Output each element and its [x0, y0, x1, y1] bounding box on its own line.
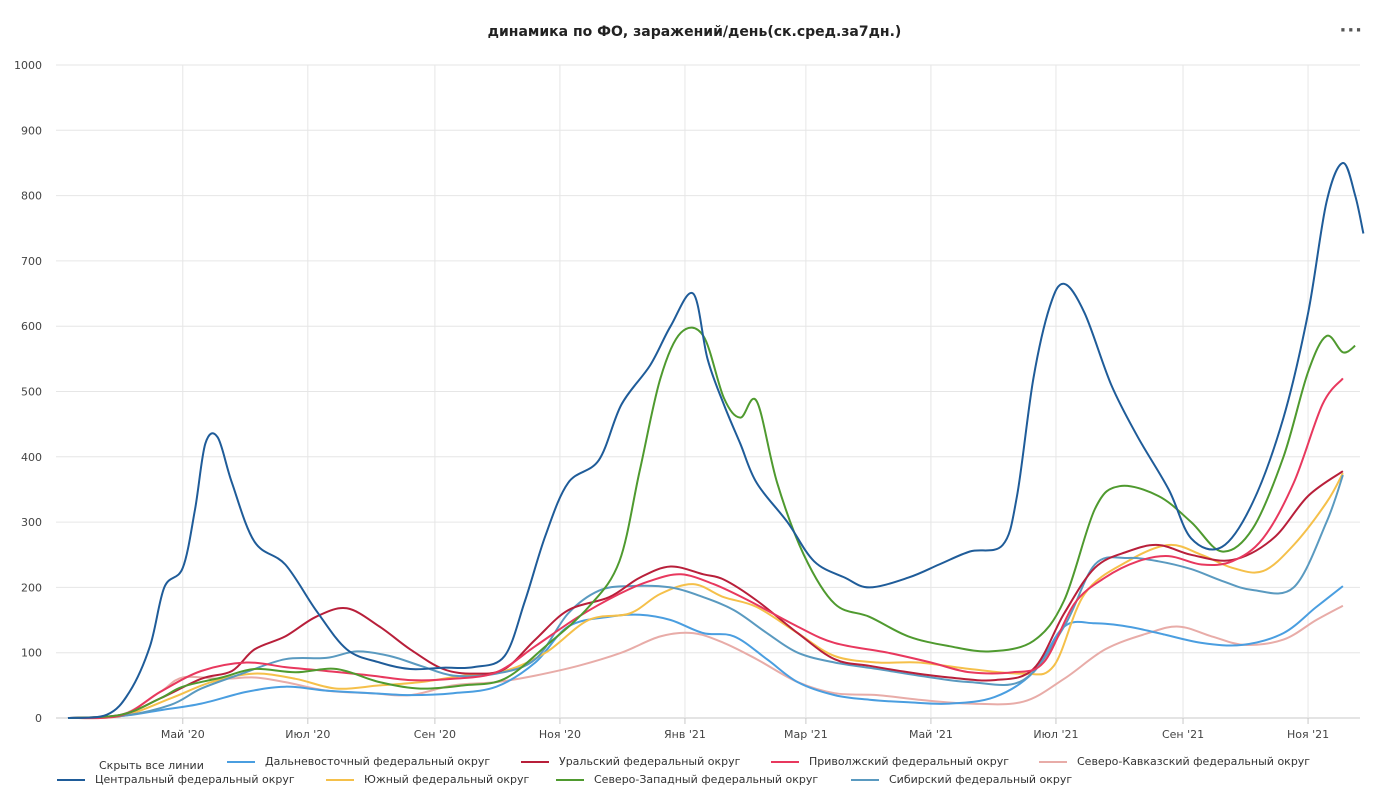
legend-item-6[interactable]: Северо-Западный федеральный округ — [556, 773, 818, 786]
legend-label: Уральский федеральный округ — [559, 755, 741, 768]
y-tick-label: 900 — [21, 124, 42, 137]
x-tick-label: Сен '20 — [414, 728, 456, 741]
legend-swatch — [326, 778, 354, 781]
series-line-4[interactable] — [67, 162, 1365, 719]
legend-swatch — [57, 778, 85, 781]
x-tick-label: Май '20 — [161, 728, 205, 741]
series-line-0[interactable] — [67, 585, 1344, 719]
x-tick-label: Июл '21 — [1033, 728, 1078, 741]
x-tick-label: Сен '21 — [1162, 728, 1204, 741]
x-tick-label: Май '21 — [909, 728, 953, 741]
legend-label: Сибирский федеральный округ — [889, 773, 1073, 786]
legend-swatch — [521, 760, 549, 763]
legend-swatch — [556, 778, 584, 781]
hide-all-lines-button[interactable]: Скрыть все линии — [99, 759, 204, 772]
legend-swatch — [1039, 760, 1067, 763]
legend-item-3[interactable]: Северо-Кавказский федеральный округ — [1039, 755, 1310, 768]
chart-title: динамика по ФО, заражений/день(ск.сред.з… — [487, 24, 902, 40]
y-tick-label: 1000 — [14, 59, 42, 72]
legend-label: Дальневосточный федеральный округ — [265, 755, 491, 768]
series-line-6[interactable] — [67, 326, 1356, 719]
y-tick-label: 500 — [21, 386, 42, 399]
series-line-7[interactable] — [67, 474, 1344, 719]
legend-swatch — [851, 778, 879, 781]
legend-label: Приволжский федеральный округ — [809, 755, 1009, 768]
legend-swatch — [771, 760, 799, 763]
series-line-5[interactable] — [67, 472, 1344, 720]
legend-label: Северо-Кавказский федеральный округ — [1077, 755, 1311, 768]
legend-item-4[interactable]: Центральный федеральный округ — [57, 773, 295, 786]
x-tick-label: Мар '21 — [784, 728, 828, 741]
chart-menu-button[interactable]: ··· — [1339, 20, 1363, 41]
legend-swatch — [227, 760, 255, 763]
y-tick-label: 400 — [21, 451, 42, 464]
legend-item-2[interactable]: Приволжский федеральный округ — [771, 755, 1009, 768]
y-tick-label: 600 — [21, 320, 42, 333]
legend-label: Центральный федеральный округ — [95, 773, 295, 786]
series-line-1[interactable] — [67, 470, 1344, 719]
x-tick-label: Июл '20 — [285, 728, 330, 741]
y-tick-label: 0 — [35, 712, 42, 725]
legend-label: Южный федеральный округ — [364, 773, 530, 786]
y-tick-label: 200 — [21, 581, 42, 594]
legend-item-0[interactable]: Дальневосточный федеральный округ — [227, 755, 490, 768]
x-tick-label: Ноя '21 — [1287, 728, 1329, 741]
y-tick-label: 700 — [21, 255, 42, 268]
legend-item-7[interactable]: Сибирский федеральный округ — [851, 773, 1072, 786]
series-line-3[interactable] — [67, 604, 1344, 719]
legend-item-5[interactable]: Южный федеральный округ — [326, 773, 529, 786]
legend-label: Северо-Западный федеральный округ — [594, 773, 819, 786]
x-tick-label: Ноя '20 — [539, 728, 581, 741]
y-tick-label: 800 — [21, 190, 42, 203]
y-tick-label: 300 — [21, 516, 42, 529]
legend-item-1[interactable]: Уральский федеральный округ — [521, 755, 740, 768]
x-tick-label: Янв '21 — [664, 728, 706, 741]
y-tick-label: 100 — [21, 647, 42, 660]
